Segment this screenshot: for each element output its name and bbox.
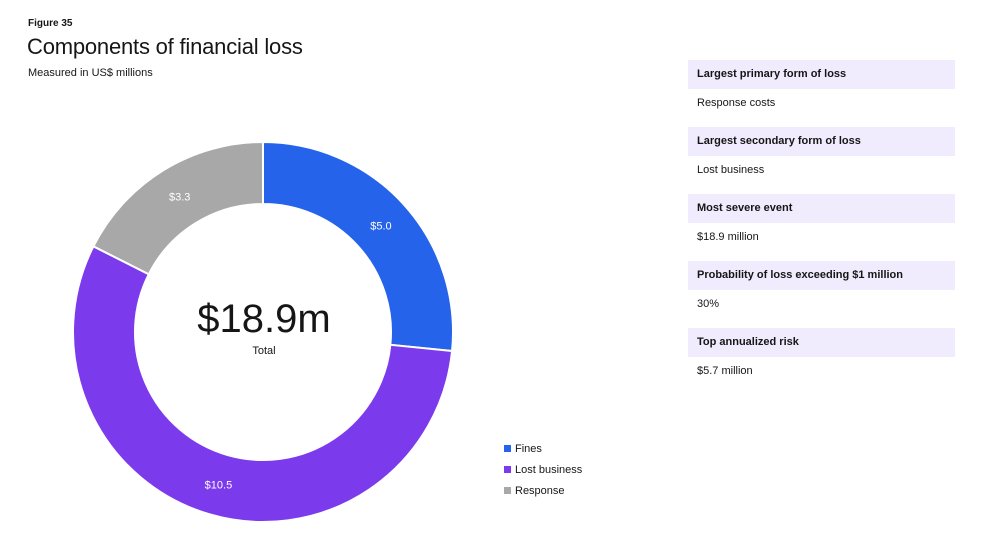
stat-card-probability: Probability of loss exceeding $1 million… [688, 261, 955, 318]
donut-slice-fines [262, 140, 454, 353]
stat-card-top-annualized-risk: Top annualized risk $5.7 million [688, 328, 955, 385]
legend-label-response: Response [515, 484, 565, 497]
stat-card-primary-loss: Largest primary form of loss Response co… [688, 60, 955, 117]
slice-label-lost-business: $10.5 [205, 480, 233, 492]
stat-value: 30% [697, 298, 720, 310]
chart-title: Components of financial loss [27, 34, 303, 59]
legend-item-response: Response [504, 480, 582, 501]
donut-chart: $5.0 $10.5 $3.3 $18.9m Total [72, 140, 454, 523]
stat-value: $18.9 million [697, 231, 759, 243]
stat-label: Most severe event [688, 194, 955, 223]
legend-label-lost-business: Lost business [515, 463, 583, 476]
legend-swatch-lost-business [504, 466, 511, 473]
stat-value: Response costs [697, 97, 776, 109]
stat-label: Probability of loss exceeding $1 million [688, 261, 955, 290]
donut-slice-response [92, 140, 264, 276]
stat-label: Largest primary form of loss [688, 60, 955, 89]
stat-label: Largest secondary form of loss [688, 127, 955, 156]
legend-item-lost-business: Lost business [504, 459, 582, 480]
center-total-value: $18.9m [197, 297, 330, 341]
center-total-label: Total [252, 345, 275, 357]
stat-label: Top annualized risk [688, 328, 955, 357]
legend-swatch-fines [504, 445, 511, 452]
chart-subtitle: Measured in US$ millions [28, 67, 153, 79]
chart-legend: Fines Lost business Response [504, 438, 582, 501]
legend-label-fines: Fines [515, 442, 542, 455]
slice-label-response: $3.3 [169, 192, 190, 204]
stat-card-most-severe-event: Most severe event $18.9 million [688, 194, 955, 251]
figure-label: Figure 35 [28, 18, 73, 29]
stat-card-secondary-loss: Largest secondary form of loss Lost busi… [688, 127, 955, 184]
stat-value: Lost business [697, 164, 765, 176]
legend-swatch-response [504, 487, 511, 494]
donut-slice-lost-business [72, 244, 454, 523]
stat-value: $5.7 million [697, 365, 753, 377]
slice-label-fines: $5.0 [370, 220, 391, 232]
legend-item-fines: Fines [504, 438, 582, 459]
stats-panel: Largest primary form of loss Response co… [688, 60, 955, 395]
